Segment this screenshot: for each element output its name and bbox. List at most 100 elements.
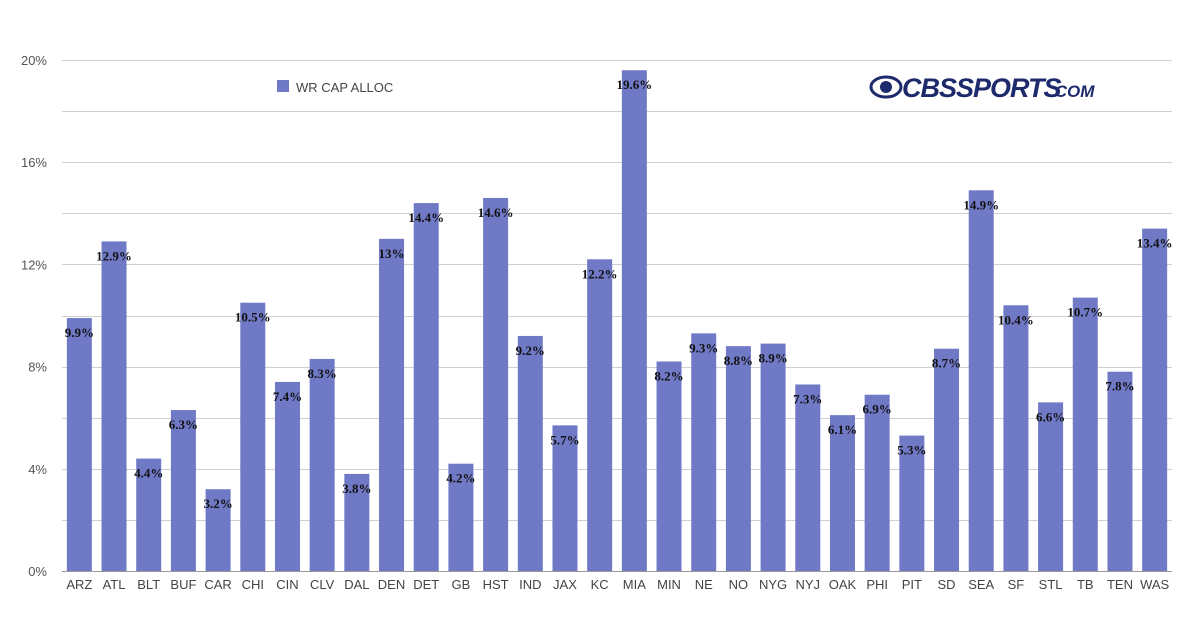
data-label-cin: 7.4% <box>273 389 302 404</box>
category-label-gb: GB <box>452 577 471 592</box>
bar-phi <box>864 394 890 571</box>
data-label-car: 3.2% <box>203 496 232 511</box>
bar-sd <box>934 348 960 571</box>
x-axis-categories: ARZ ATL BLT BUF CAR CHI CIN CLV DAL DEN DET GB HST IN… <box>66 577 1169 592</box>
data-label-min: 8.2% <box>654 368 683 383</box>
data-label-hst: 14.6% <box>478 205 514 220</box>
category-label-sea: SEA <box>968 577 994 592</box>
category-label-phi: PHI <box>866 577 888 592</box>
data-label-stl: 6.6% <box>1036 409 1065 424</box>
bar-dal <box>344 473 370 571</box>
bar-blt <box>136 458 162 571</box>
data-label-pit: 5.3% <box>897 443 926 458</box>
category-label-stl: STL <box>1039 577 1063 592</box>
category-label-sf: SF <box>1008 577 1025 592</box>
data-label-sf: 10.4% <box>998 312 1034 327</box>
bar-no <box>725 346 751 571</box>
bar-chi <box>240 302 266 571</box>
bar-min <box>656 361 682 571</box>
bars <box>66 70 1168 571</box>
bar-nyg <box>760 343 786 571</box>
category-label-was: WAS <box>1140 577 1169 592</box>
data-label-chi: 10.5% <box>235 310 271 325</box>
category-label-car: CAR <box>204 577 231 592</box>
category-label-det: DET <box>413 577 439 592</box>
bar-ten <box>1107 371 1133 571</box>
data-label-gb: 4.2% <box>446 471 475 486</box>
y-tick-label: 4% <box>28 462 47 477</box>
category-label-dal: DAL <box>344 577 369 592</box>
bar-hst <box>483 197 509 571</box>
bar-tb <box>1072 297 1098 571</box>
logo-suffix: .COM <box>1050 82 1095 101</box>
data-label-mia: 19.6% <box>616 77 652 92</box>
legend-swatch <box>277 80 289 92</box>
category-label-blt: BLT <box>137 577 160 592</box>
data-label-jax: 5.7% <box>550 432 579 447</box>
data-label-phi: 6.9% <box>863 402 892 417</box>
legend-label: WR CAP ALLOC <box>296 80 393 95</box>
logo-text: CBSSPORTS <box>902 73 1062 103</box>
bar-nyj <box>795 384 821 571</box>
data-label-sea: 14.9% <box>963 197 999 212</box>
data-label-atl: 12.9% <box>96 248 132 263</box>
data-label-ten: 7.8% <box>1105 379 1134 394</box>
category-label-kc: KC <box>591 577 609 592</box>
category-label-den: DEN <box>378 577 405 592</box>
category-label-no: NO <box>729 577 749 592</box>
category-label-clv: CLV <box>310 577 335 592</box>
data-labels: 9.9% 12.9% 4.4% 6.3% 3.2% 10.5% 7.4% 8.3% 3.8% 13… <box>65 77 1173 511</box>
y-tick-label: 16% <box>21 155 47 170</box>
bar-gb <box>448 463 474 571</box>
y-tick-label: 8% <box>28 360 47 375</box>
category-label-mia: MIA <box>623 577 646 592</box>
y-tick-label: 20% <box>21 53 47 68</box>
bar-arz <box>66 318 92 571</box>
data-label-nyj: 7.3% <box>793 391 822 406</box>
data-label-det: 14.4% <box>408 210 444 225</box>
bar-sea <box>968 190 994 571</box>
category-label-hst: HST <box>483 577 509 592</box>
data-label-ne: 9.3% <box>689 340 718 355</box>
category-label-ten: TEN <box>1107 577 1133 592</box>
data-label-was: 13.4% <box>1137 236 1173 251</box>
y-tick-label: 0% <box>28 564 47 579</box>
data-label-sd: 8.7% <box>932 356 961 371</box>
bar-buf <box>170 410 196 571</box>
data-label-nyg: 8.9% <box>758 351 787 366</box>
category-label-pit: PIT <box>902 577 922 592</box>
legend: WR CAP ALLOC <box>277 80 393 95</box>
bar-clv <box>309 358 335 571</box>
category-label-jax: JAX <box>553 577 577 592</box>
category-label-nyj: NYJ <box>796 577 821 592</box>
cbssports-logo: CBSSPORTS .COM <box>869 73 1095 103</box>
bar-oak <box>829 415 855 571</box>
category-label-chi: CHI <box>242 577 264 592</box>
bar-den <box>379 238 405 571</box>
data-label-den: 13% <box>379 246 405 261</box>
category-label-tb: TB <box>1077 577 1094 592</box>
bar-ind <box>517 335 543 571</box>
bar-kc <box>587 259 613 571</box>
data-label-dal: 3.8% <box>342 481 371 496</box>
bar-sf <box>1003 305 1029 571</box>
bar-pit <box>899 435 925 571</box>
bar-mia <box>621 70 647 571</box>
category-label-ind: IND <box>519 577 541 592</box>
y-tick-label: 12% <box>21 257 47 272</box>
bar-cin <box>274 381 300 571</box>
data-label-kc: 12.2% <box>582 266 618 281</box>
category-label-arz: ARZ <box>66 577 92 592</box>
category-label-sd: SD <box>938 577 956 592</box>
cbs-eye-icon <box>869 75 903 99</box>
data-label-buf: 6.3% <box>169 417 198 432</box>
bar-jax <box>552 425 578 571</box>
category-label-min: MIN <box>657 577 681 592</box>
bar-atl <box>101 241 127 571</box>
data-label-clv: 8.3% <box>308 366 337 381</box>
y-axis-ticks: 0% 4% 8% 12% 16% 20% <box>21 53 47 579</box>
category-label-ne: NE <box>695 577 713 592</box>
data-label-blt: 4.4% <box>134 466 163 481</box>
data-label-oak: 6.1% <box>828 422 857 437</box>
